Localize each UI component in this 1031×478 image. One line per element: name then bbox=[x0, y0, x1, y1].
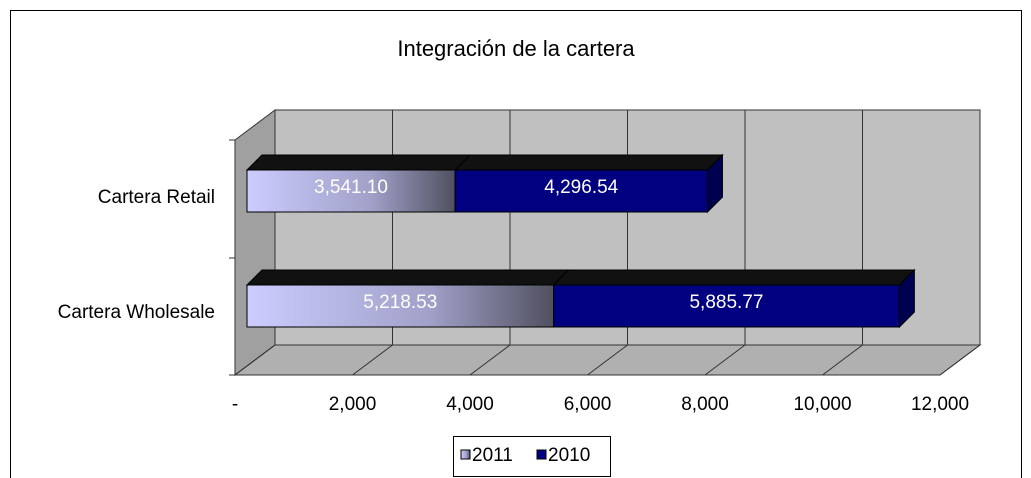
floor-grid-line bbox=[939, 344, 981, 376]
floor-grid-line bbox=[352, 344, 393, 376]
legend-swatch bbox=[536, 449, 547, 460]
bar-end bbox=[706, 153, 723, 214]
bar-top bbox=[245, 269, 570, 286]
y-tick-label: Cartera Wholesale bbox=[58, 302, 215, 323]
bar-top bbox=[552, 269, 916, 286]
bar-end bbox=[898, 268, 915, 329]
floor-grid-line bbox=[822, 344, 863, 376]
floor-grid-line bbox=[234, 344, 276, 376]
x-tick-label: 6,000 bbox=[564, 394, 612, 415]
x-tick-label: 12,000 bbox=[911, 394, 969, 415]
bar bbox=[246, 169, 456, 213]
bar-top bbox=[245, 154, 472, 171]
data-label: 5,885.77 bbox=[689, 292, 763, 313]
bar bbox=[553, 284, 900, 328]
legend-swatch bbox=[460, 449, 471, 460]
x-tick-label: 10,000 bbox=[793, 394, 851, 415]
x-tick-label: 8,000 bbox=[681, 394, 729, 415]
bar-top bbox=[453, 154, 724, 171]
legend-box bbox=[453, 436, 611, 477]
data-label: 3,541.10 bbox=[314, 177, 388, 198]
legend-label: 2011 bbox=[472, 445, 513, 466]
x-tick-label: 4,000 bbox=[446, 394, 494, 415]
bar bbox=[454, 169, 708, 213]
floor-grid-line bbox=[587, 344, 628, 376]
chart-title: Integración de la cartera bbox=[397, 36, 635, 61]
data-label: 5,218.53 bbox=[363, 292, 437, 313]
x-tick-label: - bbox=[232, 394, 238, 415]
side-wall bbox=[234, 109, 276, 376]
bar bbox=[246, 284, 555, 328]
floor-grid-line bbox=[469, 344, 511, 376]
y-tick-label: Cartera Retail bbox=[98, 187, 215, 208]
data-label: 4,296.54 bbox=[544, 177, 618, 198]
x-tick-label: 2,000 bbox=[329, 394, 377, 415]
legend-label: 2010 bbox=[548, 445, 590, 466]
floor-grid-line bbox=[704, 344, 746, 376]
